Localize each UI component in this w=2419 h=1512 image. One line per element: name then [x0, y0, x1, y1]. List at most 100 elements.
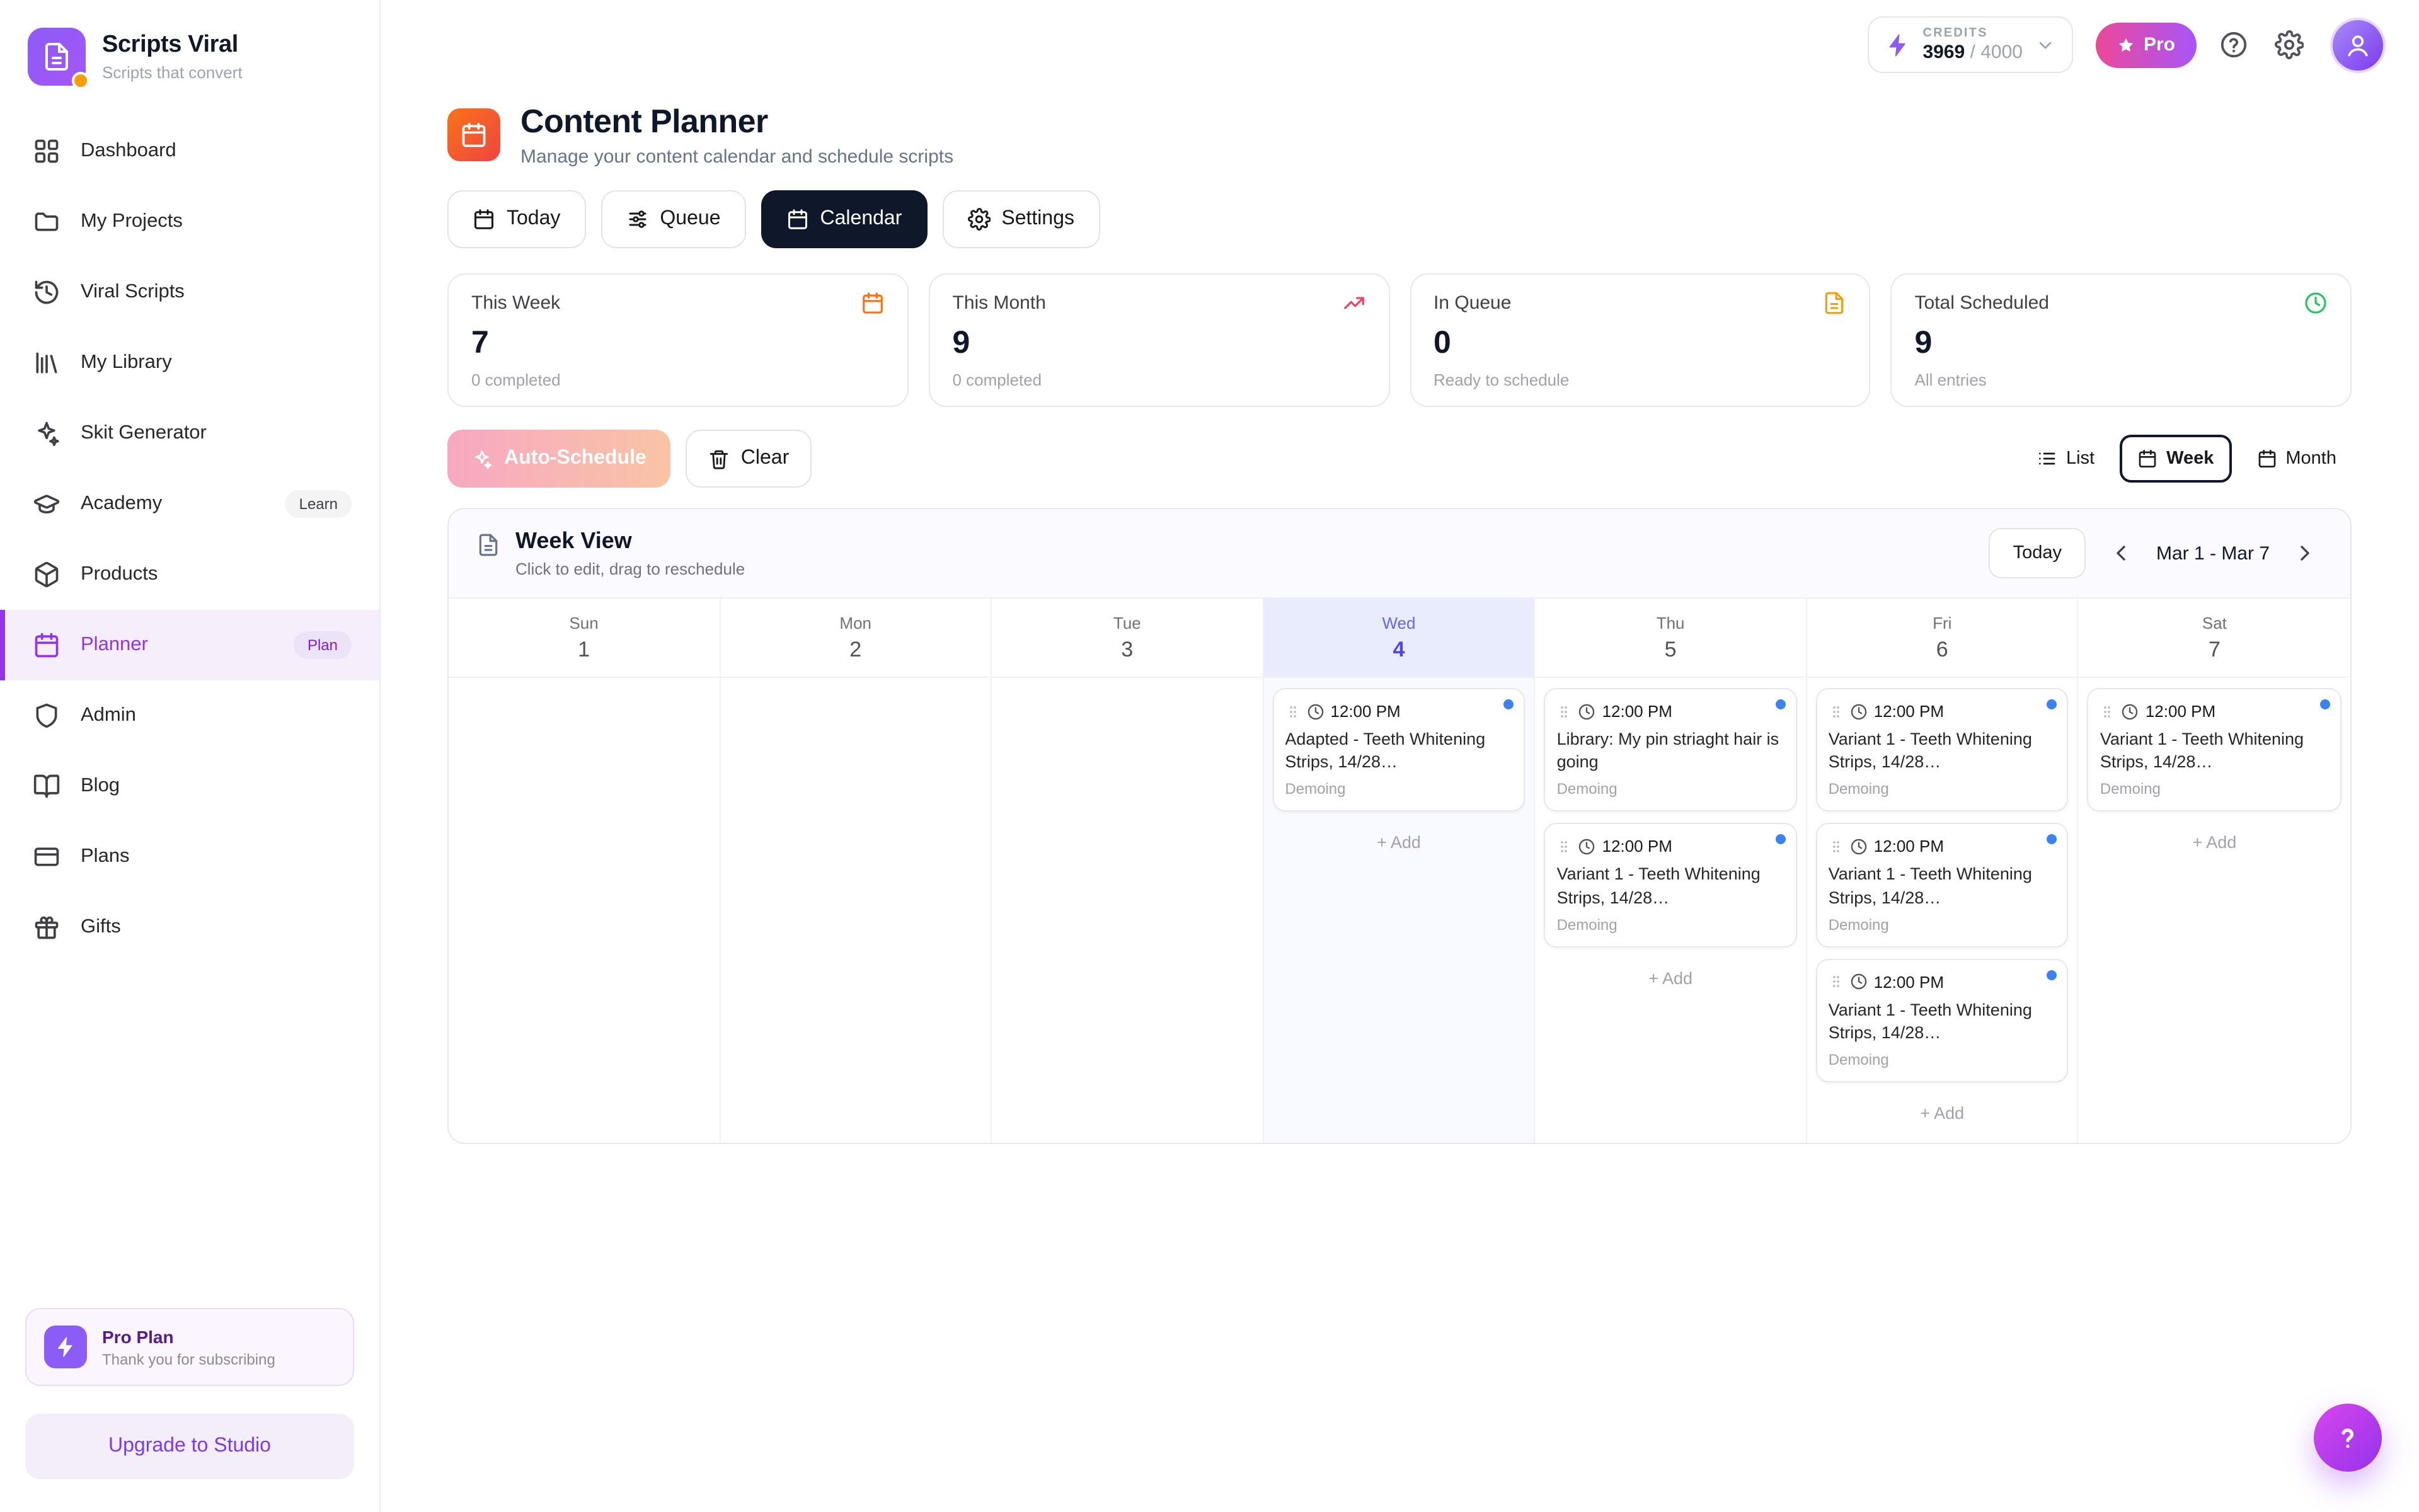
- day-header-sun: Sun 1: [449, 598, 721, 677]
- status-dot: [2047, 699, 2057, 709]
- user-avatar[interactable]: [2330, 17, 2386, 72]
- sidebar-item-admin[interactable]: Admin: [0, 680, 379, 751]
- view-toggle-list[interactable]: List: [2022, 435, 2110, 483]
- calendar-icon: [861, 291, 885, 315]
- settings-button[interactable]: [2275, 28, 2307, 61]
- sidebar-item-gifts[interactable]: Gifts: [0, 892, 379, 963]
- clock-icon: [1578, 838, 1596, 856]
- calendar-icon: [2256, 449, 2277, 469]
- day-column-fri[interactable]: 12:00 PM Variant 1 - Teeth Whitening Str…: [1807, 678, 2079, 1143]
- event-title: Adapted - Teeth Whitening Strips, 14/28…: [1285, 730, 1486, 772]
- tab-queue[interactable]: Queue: [600, 190, 746, 248]
- sidebar-item-skit-generator[interactable]: Skit Generator: [0, 398, 379, 469]
- auto-schedule-label: Auto-Schedule: [504, 447, 646, 469]
- shield-icon: [33, 702, 60, 730]
- folder-icon: [33, 208, 60, 236]
- drag-handle-icon[interactable]: [1829, 973, 1844, 991]
- day-column-mon[interactable]: [720, 678, 992, 1143]
- day-header-wed: Wed 4: [1263, 598, 1536, 677]
- calendar-icon: [786, 208, 809, 231]
- sidebar-item-label: Plans: [81, 845, 130, 867]
- credits-box[interactable]: CREDITS 3969 / 4000: [1867, 16, 2073, 73]
- event-card[interactable]: 12:00 PM Library: My pin striaght hair i…: [1544, 688, 1797, 812]
- event-card[interactable]: 12:00 PM Variant 1 - Teeth Whitening Str…: [1544, 823, 1797, 948]
- add-event-button[interactable]: + Add: [2088, 823, 2341, 862]
- day-date: 1: [578, 638, 590, 662]
- clear-label: Clear: [740, 447, 790, 469]
- event-card[interactable]: 12:00 PM Variant 1 - Teeth Whitening Str…: [1815, 823, 2069, 948]
- event-card[interactable]: 12:00 PM Variant 1 - Teeth Whitening Str…: [2087, 688, 2341, 812]
- app-tagline: Scripts that convert: [102, 63, 243, 82]
- sidebar-item-blog[interactable]: Blog: [0, 751, 379, 822]
- sliders-icon: [626, 208, 648, 231]
- status-dot: [1503, 699, 1514, 709]
- tab-calendar[interactable]: Calendar: [761, 190, 928, 248]
- sidebar-item-label: Skit Generator: [81, 422, 207, 444]
- event-tag: Demoing: [1285, 780, 1346, 798]
- day-column-wed[interactable]: 12:00 PM Adapted - Teeth Whitening Strip…: [1263, 678, 1536, 1143]
- stat-card-this-month: This Month 9 0 completed: [928, 273, 1389, 407]
- day-columns: 12:00 PM Adapted - Teeth Whitening Strip…: [449, 678, 2350, 1143]
- stat-caption: All entries: [1914, 370, 1987, 389]
- drag-handle-icon[interactable]: [1557, 702, 1572, 720]
- sidebar-item-my-library[interactable]: My Library: [0, 328, 379, 398]
- drag-handle-icon[interactable]: [2100, 702, 2115, 720]
- event-card[interactable]: 12:00 PM Variant 1 - Teeth Whitening Str…: [1815, 958, 2069, 1083]
- event-tag: Demoing: [1556, 780, 1617, 798]
- sidebar-item-my-projects[interactable]: My Projects: [0, 186, 379, 257]
- day-name: Fri: [1933, 614, 1952, 633]
- page-header: Content Planner Manage your content cale…: [447, 102, 2352, 168]
- view-toggle-week[interactable]: Week: [2120, 435, 2232, 483]
- script-file-icon: [42, 42, 72, 72]
- day-column-sun[interactable]: [449, 678, 721, 1143]
- day-header-fri: Fri 6: [1807, 598, 2079, 677]
- view-toggle-month[interactable]: Month: [2241, 435, 2352, 483]
- sidebar-item-academy[interactable]: Academy Learn: [0, 469, 379, 539]
- page-subtitle: Manage your content calendar and schedul…: [520, 146, 954, 168]
- add-event-button[interactable]: + Add: [1544, 959, 1797, 998]
- sidebar-item-viral-scripts[interactable]: Viral Scripts: [0, 257, 379, 328]
- day-date: 4: [1393, 638, 1405, 662]
- list-icon: [2037, 449, 2057, 469]
- add-event-button[interactable]: + Add: [1272, 823, 1525, 862]
- auto-schedule-button[interactable]: Auto-Schedule: [447, 430, 670, 488]
- sidebar-item-products[interactable]: Products: [0, 539, 379, 610]
- day-header-sat: Sat 7: [2079, 598, 2350, 677]
- drag-handle-icon[interactable]: [1829, 838, 1844, 856]
- day-column-tue[interactable]: [992, 678, 1264, 1143]
- tab-today[interactable]: Today: [447, 190, 586, 248]
- day-column-sat[interactable]: 12:00 PM Variant 1 - Teeth Whitening Str…: [2079, 678, 2350, 1143]
- prev-week-button[interactable]: [2103, 536, 2139, 571]
- help-button[interactable]: [2219, 28, 2252, 61]
- sidebar-item-dashboard[interactable]: Dashboard: [0, 116, 379, 186]
- day-column-thu[interactable]: 12:00 PM Library: My pin striaght hair i…: [1536, 678, 1807, 1143]
- pro-badge[interactable]: Pro: [2095, 22, 2197, 67]
- help-fab[interactable]: [2314, 1404, 2382, 1472]
- day-headers: Sun 1 Mon 2 Tue 3 Wed 4 Thu 5 Fri 6: [449, 598, 2350, 678]
- clock-icon: [1850, 973, 1868, 991]
- question-icon: [2331, 1421, 2364, 1454]
- stat-label: In Queue: [1434, 292, 1512, 314]
- clear-button[interactable]: Clear: [685, 430, 812, 488]
- event-card[interactable]: 12:00 PM Adapted - Teeth Whitening Strip…: [1272, 688, 1526, 812]
- app-logo[interactable]: Scripts Viral Scripts that convert: [0, 28, 379, 89]
- chevron-left-icon: [2108, 541, 2134, 566]
- drag-handle-icon[interactable]: [1557, 838, 1572, 856]
- view-toggle-label: Month: [2285, 449, 2336, 469]
- event-title: Variant 1 - Teeth Whitening Strips, 14/2…: [1828, 864, 2032, 907]
- tab-settings[interactable]: Settings: [942, 190, 1100, 248]
- add-event-button[interactable]: + Add: [1816, 1094, 2069, 1133]
- drag-handle-icon[interactable]: [1285, 702, 1300, 720]
- drag-handle-icon[interactable]: [1829, 702, 1844, 720]
- clock-icon: [1850, 702, 1868, 720]
- next-week-button[interactable]: [2287, 536, 2323, 571]
- sidebar-item-label: Blog: [81, 775, 120, 796]
- sidebar-item-label: Academy: [81, 493, 163, 514]
- sidebar-item-plans[interactable]: Plans: [0, 822, 379, 892]
- events-list: 12:00 PM Variant 1 - Teeth Whitening Str…: [2087, 688, 2341, 812]
- upgrade-to-studio-button[interactable]: Upgrade to Studio: [25, 1414, 354, 1479]
- today-button[interactable]: Today: [1989, 528, 2086, 578]
- event-card[interactable]: 12:00 PM Variant 1 - Teeth Whitening Str…: [1815, 688, 2069, 812]
- sidebar-footer: Pro Plan Thank you for subscribing Upgra…: [0, 1308, 379, 1479]
- sidebar-item-planner[interactable]: Planner Plan: [0, 610, 379, 680]
